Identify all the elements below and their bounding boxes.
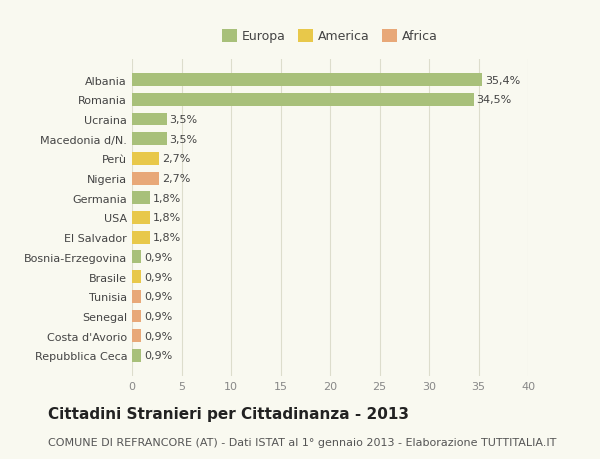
Bar — [132, 212, 150, 224]
Bar — [132, 172, 159, 185]
Bar — [132, 290, 141, 303]
Bar — [132, 192, 150, 205]
Text: Cittadini Stranieri per Cittadinanza - 2013: Cittadini Stranieri per Cittadinanza - 2… — [48, 406, 409, 421]
Text: 3,5%: 3,5% — [170, 134, 198, 145]
Text: 0,9%: 0,9% — [144, 272, 172, 282]
Text: 1,8%: 1,8% — [153, 233, 181, 243]
Text: 2,7%: 2,7% — [162, 174, 190, 184]
Bar — [132, 133, 167, 146]
Bar — [132, 310, 141, 323]
Text: 0,9%: 0,9% — [144, 331, 172, 341]
Bar — [132, 153, 159, 165]
Text: 0,9%: 0,9% — [144, 291, 172, 302]
Text: 3,5%: 3,5% — [170, 115, 198, 125]
Text: 0,9%: 0,9% — [144, 311, 172, 321]
Text: 0,9%: 0,9% — [144, 351, 172, 361]
Text: 1,8%: 1,8% — [153, 213, 181, 223]
Bar — [132, 113, 167, 126]
Text: 1,8%: 1,8% — [153, 193, 181, 203]
Bar — [132, 330, 141, 342]
Bar — [132, 349, 141, 362]
Text: COMUNE DI REFRANCORE (AT) - Dati ISTAT al 1° gennaio 2013 - Elaborazione TUTTITA: COMUNE DI REFRANCORE (AT) - Dati ISTAT a… — [48, 437, 556, 447]
Text: 35,4%: 35,4% — [485, 75, 521, 85]
Bar — [132, 251, 141, 264]
Bar — [132, 231, 150, 244]
Text: 0,9%: 0,9% — [144, 252, 172, 263]
Legend: Europa, America, Africa: Europa, America, Africa — [217, 25, 443, 48]
Bar — [132, 94, 473, 106]
Bar — [132, 74, 482, 87]
Text: 2,7%: 2,7% — [162, 154, 190, 164]
Bar — [132, 271, 141, 283]
Text: 34,5%: 34,5% — [476, 95, 512, 105]
